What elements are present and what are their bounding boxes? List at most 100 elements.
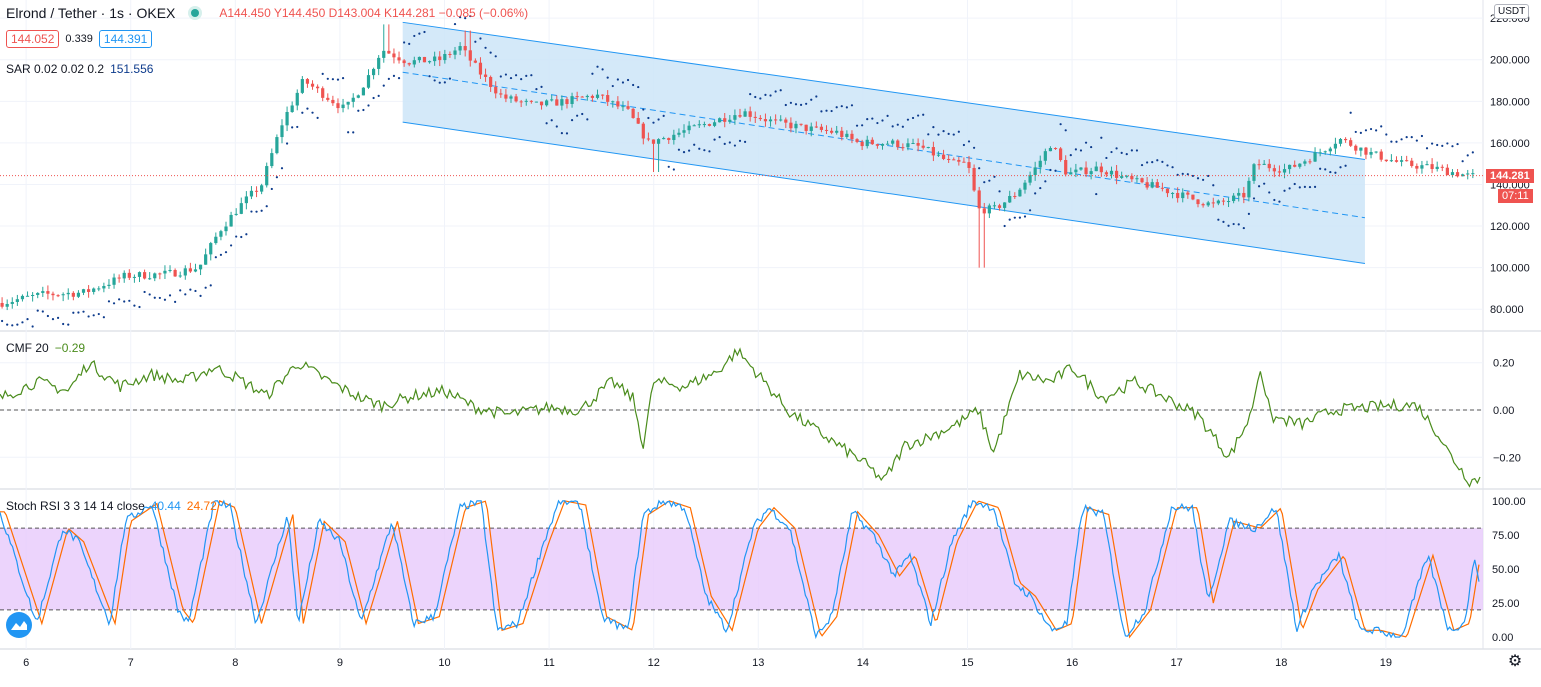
candle[interactable] <box>387 24 391 54</box>
candle[interactable] <box>209 241 213 261</box>
candle[interactable] <box>219 229 223 241</box>
candle[interactable] <box>1298 163 1302 169</box>
candle[interactable] <box>748 106 752 122</box>
candle[interactable] <box>249 186 254 200</box>
candle[interactable] <box>651 139 656 172</box>
candle[interactable] <box>580 95 584 98</box>
candle[interactable] <box>916 138 920 152</box>
candle[interactable] <box>300 76 304 95</box>
candle[interactable] <box>1211 197 1215 208</box>
candle[interactable] <box>733 109 737 125</box>
candle[interactable] <box>1389 154 1393 163</box>
candle[interactable] <box>137 271 142 283</box>
candle[interactable] <box>1379 149 1383 162</box>
candle[interactable] <box>1186 190 1190 199</box>
candle[interactable] <box>1165 188 1170 198</box>
candle[interactable] <box>830 127 834 135</box>
candle[interactable] <box>326 93 330 102</box>
candle[interactable] <box>1232 193 1236 204</box>
candle[interactable] <box>509 94 513 103</box>
candle[interactable] <box>1262 160 1266 165</box>
candle[interactable] <box>1094 161 1098 172</box>
candle[interactable] <box>290 101 294 113</box>
candle[interactable] <box>20 294 25 302</box>
candle[interactable] <box>524 98 528 106</box>
channel-mid-line[interactable] <box>402 71 1366 219</box>
candle[interactable] <box>667 137 671 144</box>
candle[interactable] <box>1303 159 1307 167</box>
candle[interactable] <box>214 232 218 245</box>
candle[interactable] <box>392 48 396 64</box>
candle[interactable] <box>1018 187 1022 197</box>
candle[interactable] <box>1135 175 1139 183</box>
candle[interactable] <box>875 143 880 149</box>
candle[interactable] <box>198 264 203 276</box>
candle[interactable] <box>1048 146 1053 152</box>
candle[interactable] <box>494 81 498 99</box>
candle[interactable] <box>728 114 732 124</box>
candle[interactable] <box>316 84 320 93</box>
candle[interactable] <box>5 299 9 311</box>
candle[interactable] <box>1333 137 1338 155</box>
candle[interactable] <box>962 157 966 163</box>
candle[interactable] <box>10 297 14 309</box>
candle[interactable] <box>51 291 55 301</box>
candle[interactable] <box>239 197 243 215</box>
candle[interactable] <box>1084 161 1088 178</box>
candle[interactable] <box>87 285 91 298</box>
candle[interactable] <box>46 285 50 300</box>
candle[interactable] <box>71 291 75 301</box>
candle[interactable] <box>1455 169 1460 178</box>
candle[interactable] <box>443 49 447 64</box>
candle[interactable] <box>718 117 722 123</box>
candle[interactable] <box>1288 164 1292 174</box>
candle[interactable] <box>697 120 701 128</box>
candle[interactable] <box>534 101 539 103</box>
candle[interactable] <box>947 154 951 163</box>
candle[interactable] <box>341 98 345 113</box>
candle[interactable] <box>204 248 208 265</box>
candle[interactable] <box>621 101 625 112</box>
candle[interactable] <box>987 203 991 219</box>
candle[interactable] <box>229 211 233 227</box>
candle[interactable] <box>707 123 712 127</box>
candle[interactable] <box>926 146 930 149</box>
candle[interactable] <box>992 201 997 210</box>
candle[interactable] <box>1338 137 1343 147</box>
candle[interactable] <box>483 68 488 82</box>
candle[interactable] <box>931 141 935 162</box>
candle[interactable] <box>1140 177 1144 184</box>
candle[interactable] <box>616 96 620 110</box>
candle[interactable] <box>972 164 976 192</box>
candle[interactable] <box>1461 173 1465 177</box>
candle[interactable] <box>763 113 768 127</box>
candle[interactable] <box>183 265 187 280</box>
candle[interactable] <box>656 138 661 172</box>
candle[interactable] <box>631 107 635 119</box>
candle[interactable] <box>850 130 854 144</box>
candle[interactable] <box>61 292 65 302</box>
candle[interactable] <box>1155 178 1159 188</box>
candle[interactable] <box>448 51 452 58</box>
stoch-legend[interactable]: Stoch RSI 3 3 14 14 close 40.44 24.72 <box>6 499 217 513</box>
candle[interactable] <box>1354 144 1358 155</box>
candle[interactable] <box>66 288 70 300</box>
candle[interactable] <box>1053 147 1058 150</box>
candle[interactable] <box>382 24 386 63</box>
regression-channel[interactable] <box>402 22 1365 264</box>
candle[interactable] <box>585 94 589 101</box>
candle[interactable] <box>1313 147 1317 162</box>
candle[interactable] <box>1206 200 1210 207</box>
candle[interactable] <box>1237 188 1241 202</box>
candle[interactable] <box>646 132 650 142</box>
candle[interactable] <box>158 272 162 280</box>
candle[interactable] <box>814 121 818 129</box>
candle[interactable] <box>438 51 442 67</box>
candle[interactable] <box>407 62 411 67</box>
candle[interactable] <box>336 98 340 114</box>
candle[interactable] <box>1471 169 1475 179</box>
candle[interactable] <box>366 69 371 89</box>
candle[interactable] <box>275 134 279 155</box>
candle[interactable] <box>789 117 793 133</box>
candle[interactable] <box>1221 198 1226 206</box>
